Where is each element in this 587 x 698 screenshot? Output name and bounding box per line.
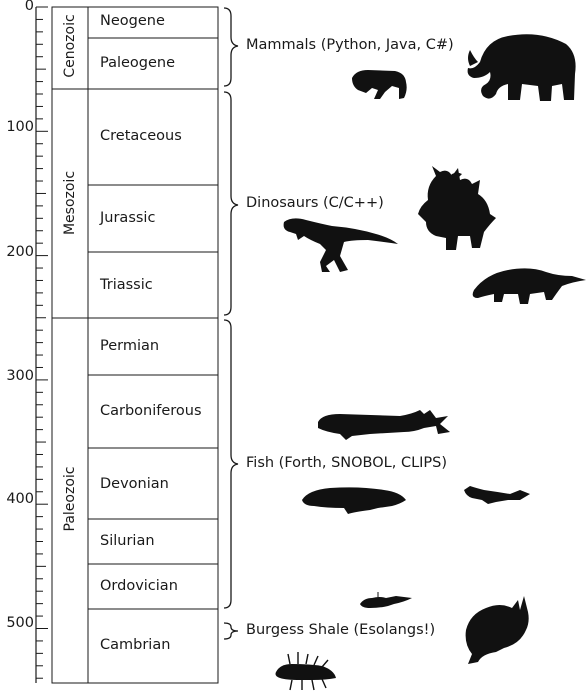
era-label-cenozoic: Cenozoic bbox=[62, 14, 78, 78]
placoderm-fish-icon bbox=[318, 410, 450, 440]
sabertooth-cat-icon bbox=[352, 70, 407, 99]
axis-tick-label: 100 bbox=[6, 119, 34, 135]
group-label-mammals: Mammals (Python, Java, C#) bbox=[246, 37, 454, 53]
period-label-paleogene: Paleogene bbox=[100, 55, 176, 71]
period-label-cambrian: Cambrian bbox=[100, 637, 171, 653]
period-label-neogene: Neogene bbox=[100, 13, 165, 29]
axis-tick-label: 400 bbox=[6, 491, 34, 507]
braces bbox=[223, 7, 239, 640]
period-label-devonian: Devonian bbox=[100, 476, 169, 492]
axis-tick-label: 300 bbox=[6, 368, 34, 384]
period-label-silurian: Silurian bbox=[100, 533, 155, 549]
group-label-burgess-shale: Burgess Shale (Esolangs!) bbox=[246, 622, 436, 638]
group-label-dinosaurs: Dinosaurs (C/C++) bbox=[246, 195, 384, 211]
trilobite-icon bbox=[360, 592, 412, 608]
period-label-carboniferous: Carboniferous bbox=[100, 403, 202, 419]
axis-ticks bbox=[36, 6, 48, 679]
period-label-permian: Permian bbox=[100, 338, 160, 354]
hallucigenia-icon bbox=[275, 652, 336, 691]
period-label-ordovician: Ordovician bbox=[100, 578, 178, 594]
period-label-triassic: Triassic bbox=[100, 277, 153, 293]
mammals-brace bbox=[223, 7, 239, 87]
table-outline bbox=[51, 6, 219, 684]
axis-tick-label: 0 bbox=[24, 0, 34, 14]
period-label-cretaceous: Cretaceous bbox=[100, 128, 182, 144]
group-label-fish: Fish (Forth, SNOBOL, CLIPS) bbox=[246, 455, 448, 471]
fish-brace bbox=[223, 319, 239, 609]
period-table bbox=[51, 6, 219, 684]
burgess-brace bbox=[223, 622, 239, 640]
styracosaurus-icon bbox=[418, 166, 496, 250]
ankylosaur-icon bbox=[472, 268, 586, 304]
anomalocaris-icon bbox=[465, 596, 529, 664]
era-label-mesozoic: Mesozoic bbox=[62, 170, 78, 236]
era-label-paleozoic: Paleozoic bbox=[62, 466, 78, 532]
t-rex-icon bbox=[283, 218, 398, 272]
small-fish-icon bbox=[464, 486, 530, 504]
mammoth-icon bbox=[467, 34, 576, 102]
coelacanth-fish-icon bbox=[302, 487, 406, 514]
dinosaurs-brace bbox=[223, 91, 239, 316]
period-label-jurassic: Jurassic bbox=[100, 210, 156, 226]
axis-tick-label: 200 bbox=[6, 244, 34, 260]
axis-tick-label: 500 bbox=[6, 615, 34, 631]
